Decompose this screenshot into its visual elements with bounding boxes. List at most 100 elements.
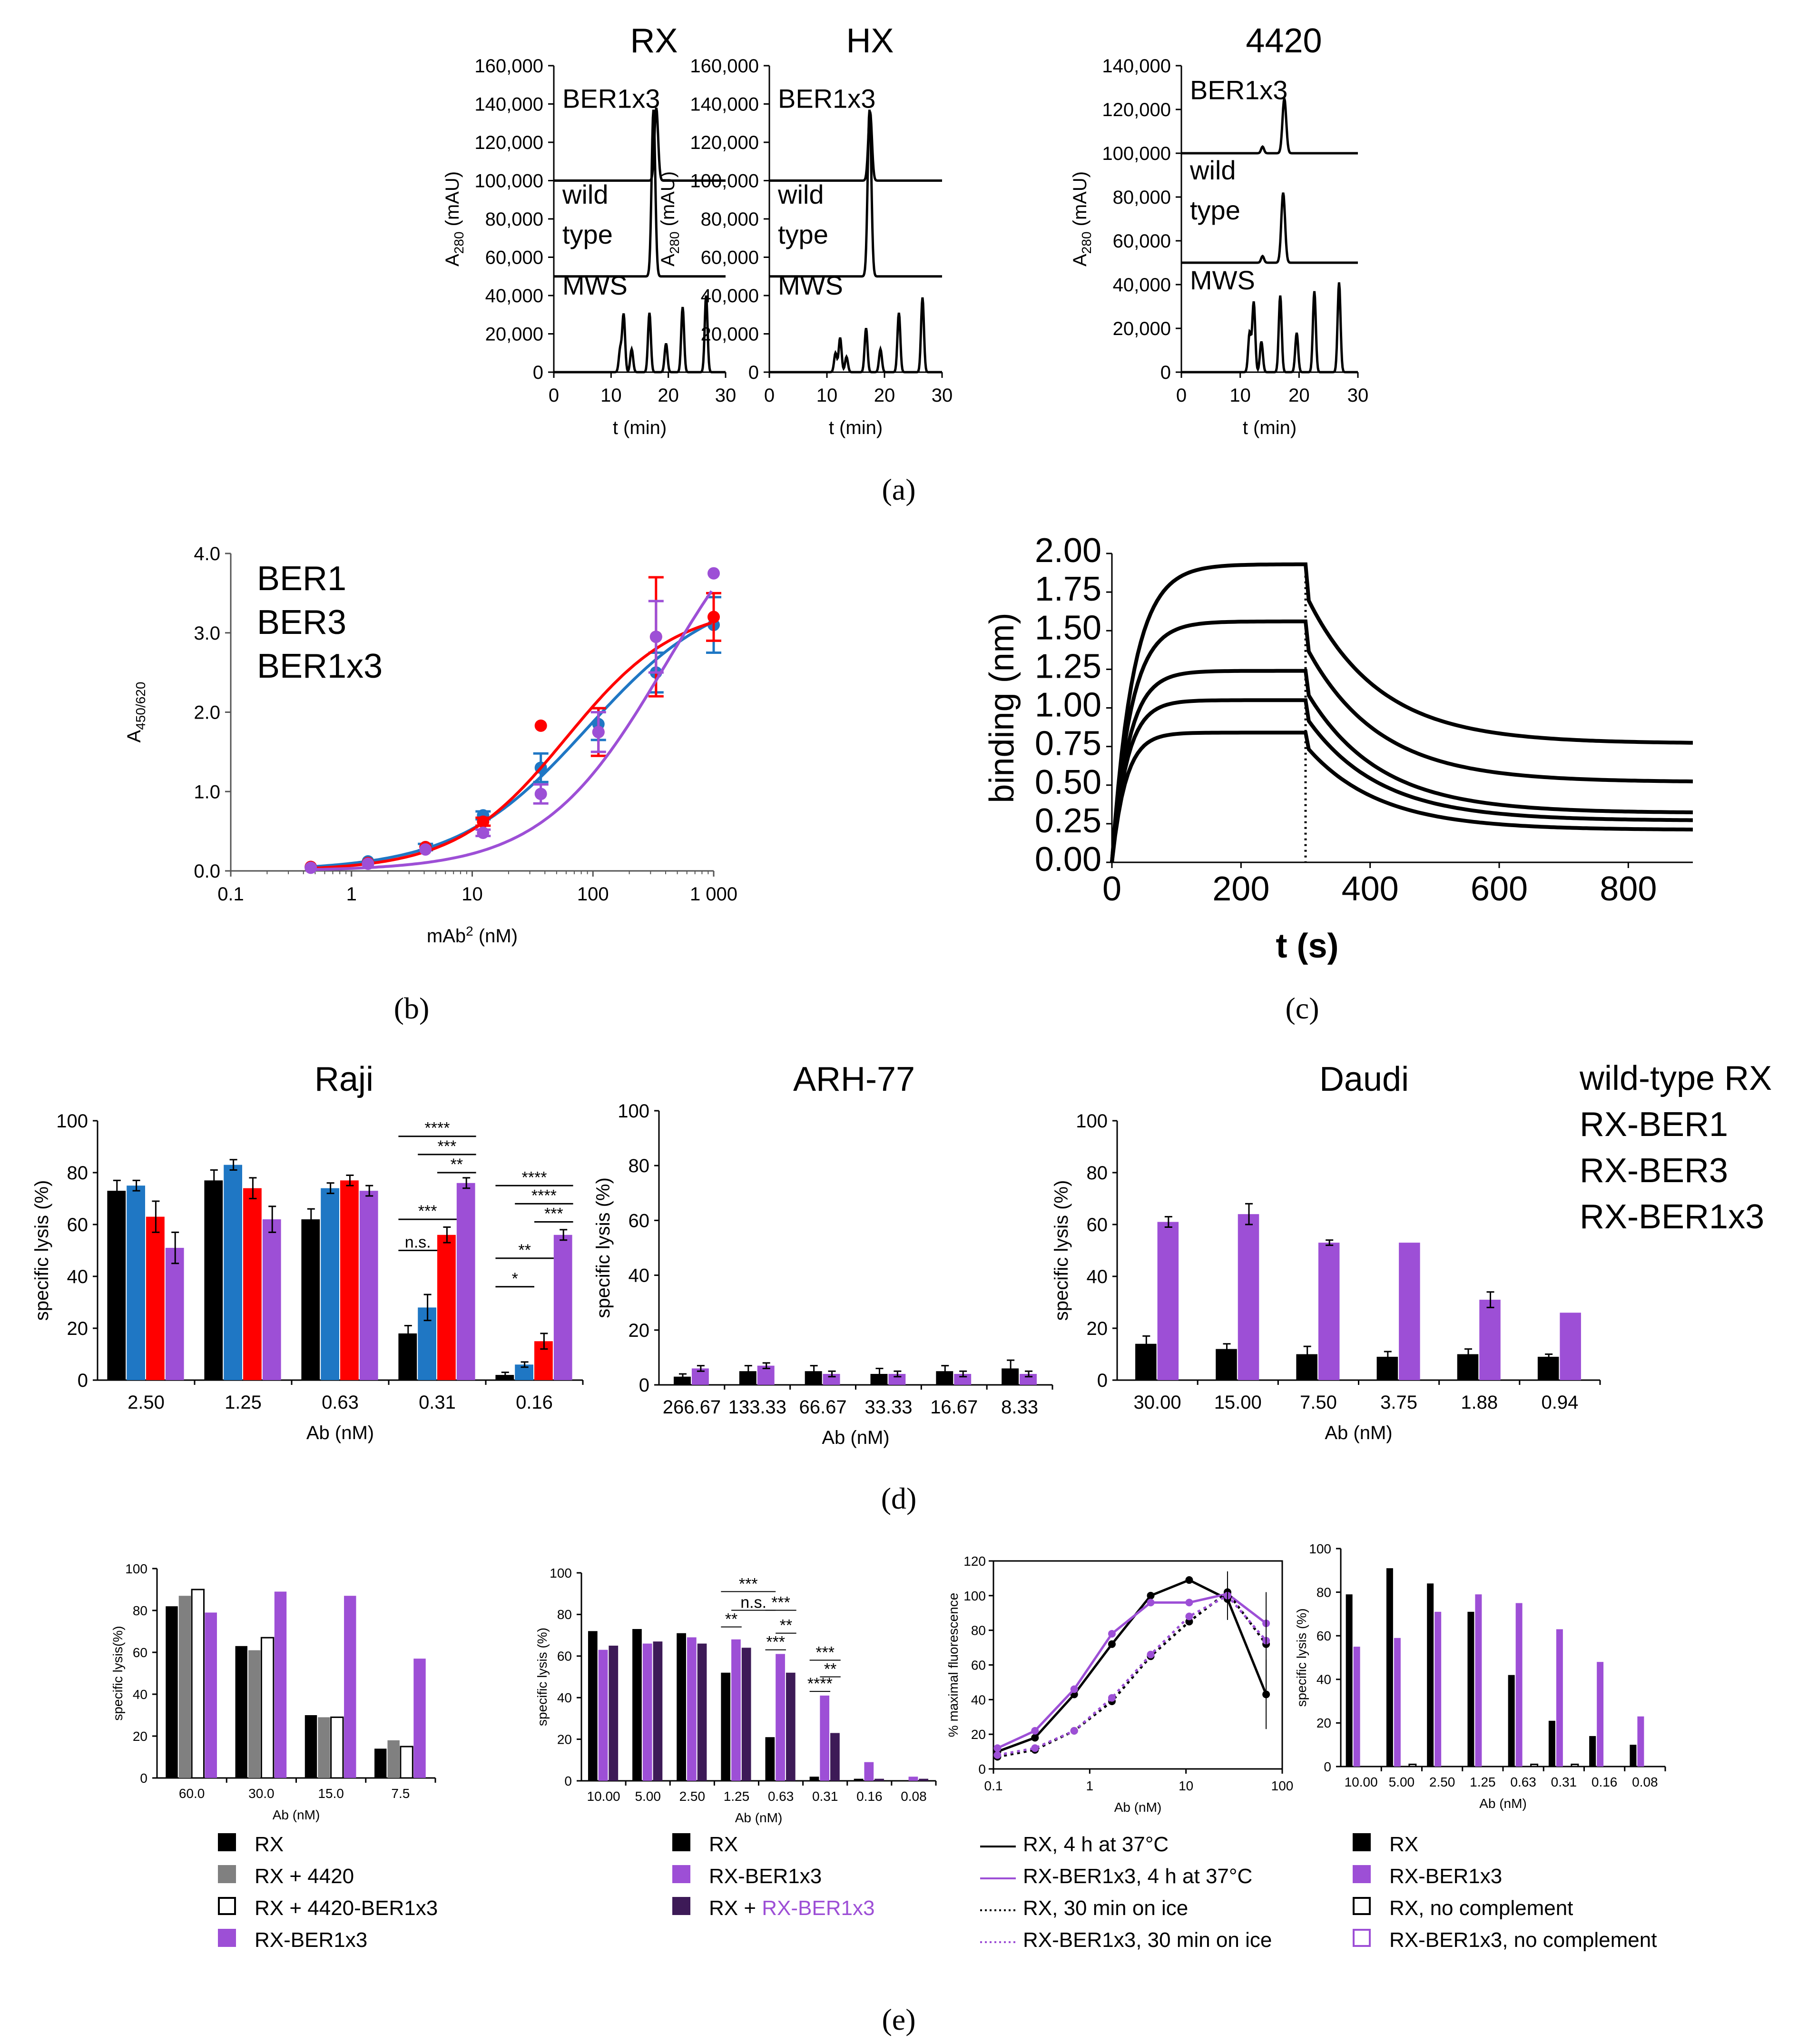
y-tick-label: 40,000 xyxy=(1113,275,1171,296)
legend-d-0: wild-type RX xyxy=(1579,1059,1772,1097)
legend-e3-2: RX, 30 min on ice xyxy=(1023,1896,1188,1920)
y-tick-label: 0.75 xyxy=(1035,725,1101,763)
legend-e1-3: RX-BER1x3 xyxy=(255,1928,367,1952)
data-point-ber1x3 xyxy=(419,843,432,856)
y-tick-label: 40,000 xyxy=(701,286,759,306)
x-tick-label: 0.63 xyxy=(768,1789,794,1804)
trace-label-ber1x3: BER1x3 xyxy=(562,83,660,113)
significance-label: **** xyxy=(807,1675,833,1693)
sensorgram-c5 xyxy=(1110,731,1693,863)
y-tick-label: 80 xyxy=(971,1623,986,1638)
y-tick-label: 20 xyxy=(1087,1318,1108,1339)
x-tick-label: 0.16 xyxy=(516,1392,553,1413)
bar-rx-ber1x3 xyxy=(1353,1647,1360,1767)
y-tick-label: 0.0 xyxy=(194,861,220,882)
bar-rx-rx-ber1x3 xyxy=(874,1778,884,1781)
panel-label-c: (c) xyxy=(1285,991,1319,1025)
y-tick-label: 140,000 xyxy=(1102,56,1171,77)
x-axis-label: t (s) xyxy=(1276,927,1339,965)
significance-label: ** xyxy=(725,1610,737,1629)
bar-rx xyxy=(677,1633,686,1781)
chart-d-title-1: ARH-77 xyxy=(793,1060,915,1098)
legend-e3-1: RX-BER1x3, 4 h at 37°C xyxy=(1023,1865,1252,1888)
significance-label: n.s. xyxy=(740,1594,766,1612)
bar-rx-ber1x3 xyxy=(413,1659,426,1778)
significance-label: n.s. xyxy=(405,1234,431,1252)
x-tick-label: 0.31 xyxy=(419,1392,456,1413)
curve-rx-30-min-on-ice xyxy=(997,1590,1267,1758)
bar-rx-rx-ber1x3 xyxy=(786,1672,796,1781)
x-tick-label: 10 xyxy=(1229,385,1251,406)
y-tick-label: 1.75 xyxy=(1035,570,1101,608)
x-axis-label: mAb2 (nM) xyxy=(427,924,518,947)
legend-e3-3: RX-BER1x3, 30 min on ice xyxy=(1023,1928,1272,1952)
bar-rx xyxy=(809,1777,819,1781)
sensorgram-c4 xyxy=(1110,698,1693,863)
bar-rx-ber1x3 xyxy=(1560,1313,1581,1380)
x-tick-label: 2.50 xyxy=(679,1789,706,1804)
bar-rx-ber1x3 xyxy=(1399,1243,1420,1380)
bar-rx xyxy=(721,1672,731,1781)
y-axis-label: A280 (mAU) xyxy=(658,171,682,267)
bar-rx-ber1x3 xyxy=(1394,1638,1401,1767)
y-axis-label: specific lysis(%) xyxy=(110,1626,125,1720)
legend-e1-2: RX + 4420-BER1x3 xyxy=(255,1896,438,1920)
significance-label: *** xyxy=(771,1594,790,1612)
trace-mws xyxy=(769,297,942,374)
x-tick-label: 0.31 xyxy=(1551,1775,1577,1789)
bar-rx-ber1x3 xyxy=(864,1762,874,1781)
y-tick-label: 160,000 xyxy=(474,56,543,77)
x-tick-label: 66.67 xyxy=(799,1397,847,1418)
legend-ber1x3: BER1x3 xyxy=(257,647,383,685)
bar-rx-4420 xyxy=(318,1717,330,1778)
legend-swatch xyxy=(218,1833,236,1851)
x-tick-label: 20 xyxy=(874,385,895,406)
legend-ber1: BER1 xyxy=(257,560,346,598)
x-tick-label: 266.67 xyxy=(663,1397,721,1418)
curve-rx-ber1x3-30-min-on-ice xyxy=(997,1594,1267,1757)
bar-rx-ber1x3 xyxy=(262,1219,281,1380)
x-tick-label: 20 xyxy=(658,385,679,406)
data-point-ber1x3 xyxy=(707,567,720,580)
significance-label: **** xyxy=(522,1168,547,1186)
x-axis-label: Ab (nM) xyxy=(1325,1422,1392,1443)
bar-rx xyxy=(166,1606,178,1778)
x-tick-label: 10 xyxy=(462,884,483,905)
significance-label: *** xyxy=(739,1575,758,1593)
y-axis-label: specific lysis (%) xyxy=(1294,1609,1309,1707)
y-tick-label: 80 xyxy=(629,1155,650,1176)
bar-rx-ber1x3 xyxy=(908,1777,918,1781)
data-point-ber1x3 xyxy=(362,857,374,870)
y-tick-label: 40,000 xyxy=(485,286,543,306)
x-tick-label: 10 xyxy=(600,385,622,406)
y-tick-label: 0.25 xyxy=(1035,802,1101,840)
chart-a-title-0: RX xyxy=(630,22,678,60)
x-tick-label: 30.00 xyxy=(1134,1392,1181,1413)
bar-wild-type-rx xyxy=(301,1219,320,1380)
legend-swatch xyxy=(218,1897,236,1915)
y-tick-label: 80 xyxy=(1317,1585,1331,1600)
data-point-ber3 xyxy=(534,719,547,732)
y-tick-label: 20 xyxy=(67,1318,88,1339)
x-tick-label: 0.16 xyxy=(856,1789,883,1804)
x-axis-label: Ab (nM) xyxy=(822,1427,889,1448)
significance-label: * xyxy=(512,1270,518,1288)
legend-e4-3: RX-BER1x3, no complement xyxy=(1389,1928,1657,1952)
y-tick-label: 60 xyxy=(1087,1215,1108,1235)
bar-rx-ber1x3 xyxy=(344,1596,356,1778)
y-tick-label: 1.50 xyxy=(1035,609,1101,647)
data-point xyxy=(1108,1640,1116,1648)
bar-rx-4420 xyxy=(387,1740,400,1778)
y-tick-label: 120,000 xyxy=(690,132,759,153)
x-tick-label: 0.1 xyxy=(984,1778,1003,1793)
y-tick-label: 140,000 xyxy=(474,94,543,115)
x-axis-label: t (min) xyxy=(613,417,667,438)
x-tick-label: 2.50 xyxy=(1429,1775,1455,1789)
bar-rx-rx-ber1x3 xyxy=(741,1648,751,1781)
y-tick-label: 60 xyxy=(629,1210,650,1231)
bar-rx-ber3 xyxy=(243,1188,262,1380)
data-point-ber1x3 xyxy=(649,631,662,643)
significance-label: ** xyxy=(518,1241,531,1259)
y-tick-label: 100 xyxy=(56,1111,88,1132)
y-axis-label: specific lysis (%) xyxy=(1051,1180,1072,1321)
